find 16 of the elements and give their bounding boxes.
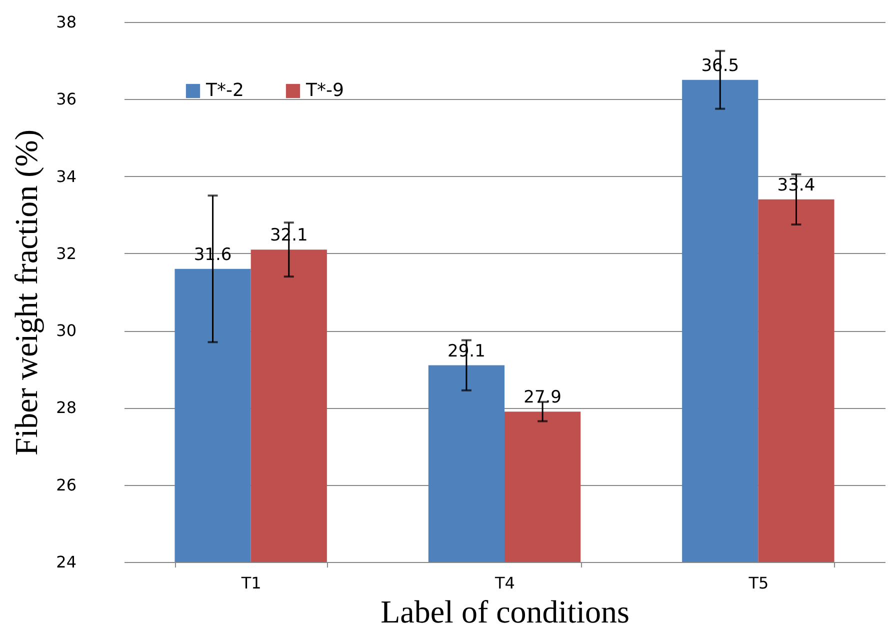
legend-label: T*-2	[205, 80, 244, 101]
y-tick-label: 28	[56, 398, 76, 418]
y-tick-label: 26	[56, 475, 76, 494]
y-axis-title: Fiber weight fraction (%)	[8, 129, 44, 456]
y-tick-label: 36	[56, 90, 76, 109]
y-tick-label: 38	[56, 12, 76, 32]
y-tick-label: 34	[56, 166, 76, 186]
x-tick-label: T1	[240, 574, 262, 592]
y-tick-label: 30	[56, 321, 76, 340]
x-tick-label: T5	[748, 574, 769, 592]
x-tick-label: T4	[494, 574, 515, 592]
y-tick-label: 24	[56, 552, 76, 572]
data-label: 27.9	[524, 388, 562, 408]
legend-label: T*-9	[305, 80, 344, 101]
y-tick-label: 32	[56, 244, 76, 263]
x-axis-title: Label of conditions	[380, 594, 630, 630]
